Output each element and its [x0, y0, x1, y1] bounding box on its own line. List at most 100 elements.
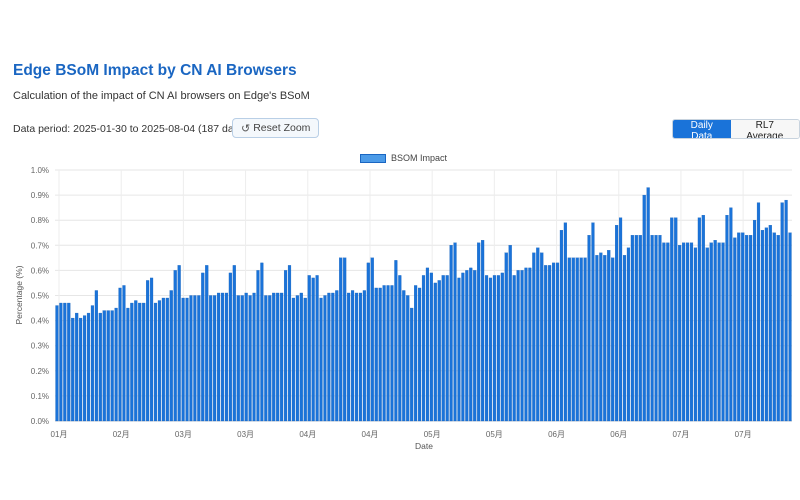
- bar[interactable]: [283, 270, 288, 422]
- bar[interactable]: [788, 232, 792, 422]
- bar[interactable]: [169, 290, 173, 422]
- bar[interactable]: [240, 295, 244, 422]
- bar[interactable]: [622, 255, 627, 422]
- bar[interactable]: [607, 250, 611, 422]
- bar[interactable]: [603, 255, 607, 422]
- bar[interactable]: [717, 242, 721, 422]
- bar[interactable]: [733, 237, 737, 422]
- bar[interactable]: [784, 199, 788, 422]
- bar[interactable]: [138, 302, 142, 422]
- bar[interactable]: [654, 235, 658, 422]
- bar[interactable]: [382, 285, 386, 422]
- bar[interactable]: [776, 235, 780, 422]
- bar[interactable]: [264, 295, 268, 422]
- bar[interactable]: [421, 275, 426, 422]
- bar[interactable]: [142, 302, 146, 422]
- bar[interactable]: [153, 302, 158, 422]
- bar[interactable]: [59, 302, 63, 422]
- bar[interactable]: [126, 307, 130, 422]
- bar[interactable]: [437, 280, 441, 422]
- bar[interactable]: [248, 295, 252, 422]
- bar[interactable]: [445, 275, 449, 422]
- bar[interactable]: [398, 275, 402, 422]
- bar[interactable]: [86, 312, 91, 422]
- bar[interactable]: [189, 295, 193, 422]
- bar[interactable]: [532, 252, 536, 422]
- bar[interactable]: [232, 265, 236, 422]
- bar[interactable]: [752, 220, 757, 422]
- bar[interactable]: [488, 277, 493, 422]
- bar[interactable]: [130, 302, 134, 422]
- bar[interactable]: [106, 310, 110, 422]
- bar[interactable]: [693, 247, 698, 422]
- bar[interactable]: [362, 290, 366, 422]
- bar[interactable]: [674, 217, 678, 422]
- bar[interactable]: [410, 307, 414, 422]
- bar[interactable]: [177, 265, 181, 422]
- bar[interactable]: [347, 292, 351, 422]
- bar[interactable]: [504, 252, 508, 422]
- bar[interactable]: [685, 242, 690, 422]
- bar[interactable]: [749, 235, 753, 422]
- bar[interactable]: [260, 262, 264, 422]
- bar[interactable]: [276, 292, 280, 422]
- bar[interactable]: [181, 297, 185, 422]
- bar[interactable]: [548, 265, 552, 422]
- bar[interactable]: [417, 287, 422, 422]
- bar[interactable]: [441, 275, 445, 422]
- bar[interactable]: [666, 242, 670, 422]
- bar[interactable]: [520, 270, 524, 422]
- bar[interactable]: [516, 270, 520, 422]
- bar[interactable]: [228, 272, 232, 422]
- bar[interactable]: [82, 315, 87, 422]
- bar[interactable]: [216, 292, 221, 422]
- bar[interactable]: [559, 230, 564, 422]
- bar[interactable]: [220, 292, 225, 422]
- bar[interactable]: [524, 267, 528, 422]
- bar[interactable]: [236, 295, 240, 422]
- bar[interactable]: [709, 242, 713, 422]
- bar[interactable]: [291, 297, 296, 422]
- bar[interactable]: [583, 257, 587, 422]
- bar[interactable]: [149, 277, 154, 422]
- bar[interactable]: [626, 247, 631, 422]
- bar[interactable]: [575, 257, 579, 422]
- bar[interactable]: [402, 290, 406, 422]
- bar[interactable]: [323, 295, 327, 422]
- bar[interactable]: [618, 217, 623, 422]
- bar[interactable]: [193, 295, 197, 422]
- bar[interactable]: [630, 235, 634, 422]
- bar[interactable]: [272, 292, 276, 422]
- bar[interactable]: [481, 240, 485, 422]
- bar[interactable]: [544, 265, 548, 422]
- bar[interactable]: [721, 242, 725, 422]
- bar[interactable]: [634, 235, 638, 422]
- bar[interactable]: [335, 290, 339, 422]
- bar[interactable]: [646, 187, 650, 422]
- bar[interactable]: [512, 275, 516, 422]
- bar[interactable]: [697, 217, 701, 422]
- bar[interactable]: [256, 270, 260, 422]
- bar[interactable]: [725, 215, 729, 422]
- bar[interactable]: [201, 272, 205, 422]
- bar[interactable]: [528, 267, 532, 422]
- bar[interactable]: [295, 295, 299, 422]
- bar[interactable]: [461, 272, 465, 422]
- bar[interactable]: [378, 287, 382, 422]
- bar[interactable]: [406, 295, 410, 422]
- bar[interactable]: [79, 317, 83, 422]
- bar[interactable]: [433, 282, 437, 422]
- bar[interactable]: [315, 275, 319, 422]
- bar[interactable]: [587, 235, 591, 422]
- chart-legend[interactable]: BSOM Impact: [360, 153, 447, 163]
- bar[interactable]: [469, 267, 473, 422]
- bar[interactable]: [122, 285, 126, 422]
- bar[interactable]: [768, 225, 772, 422]
- bar[interactable]: [756, 202, 761, 422]
- bar[interactable]: [741, 232, 745, 422]
- bar[interactable]: [205, 265, 209, 422]
- bar[interactable]: [772, 232, 776, 422]
- bar[interactable]: [350, 290, 355, 422]
- bar[interactable]: [224, 292, 229, 422]
- bar[interactable]: [650, 235, 654, 422]
